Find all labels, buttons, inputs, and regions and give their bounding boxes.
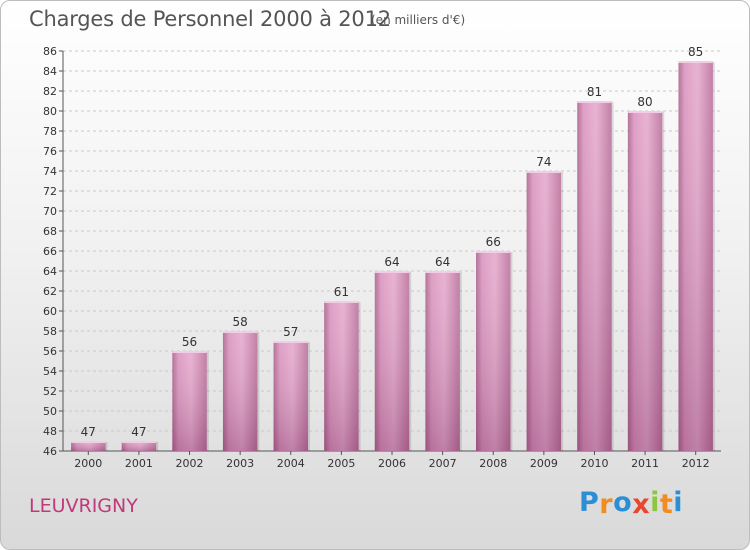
value-label-2006: 64 — [384, 255, 399, 269]
x-tick-label: 2004 — [277, 457, 305, 470]
bar-top-highlight — [678, 61, 713, 63]
y-tick-label: 58 — [43, 325, 57, 338]
value-label-2002: 56 — [182, 335, 197, 349]
bar-shade — [222, 331, 258, 451]
location-name: LEUVRIGNY — [29, 495, 138, 517]
bar-top-highlight — [71, 441, 106, 443]
bar-top-highlight — [577, 101, 612, 103]
x-tick-label: 2008 — [479, 457, 507, 470]
bar-top-highlight — [425, 271, 460, 273]
y-tick-label: 54 — [43, 365, 57, 378]
value-label-2010: 81 — [587, 85, 602, 99]
proxiti-logo: Proxiti — [579, 487, 684, 520]
bar-shade — [577, 101, 612, 451]
y-tick-label: 82 — [43, 85, 57, 98]
x-tick-label: 2009 — [530, 457, 558, 470]
x-tick-label: 2012 — [682, 457, 710, 470]
chart-subtitle: (en milliers d'€) — [371, 13, 466, 27]
value-label-2005: 61 — [334, 285, 349, 299]
bar-shade — [425, 271, 460, 451]
logo-letter: P — [579, 487, 600, 518]
value-label-2007: 64 — [435, 255, 450, 269]
x-tick-label: 2007 — [429, 457, 457, 470]
value-label-2011: 80 — [637, 95, 652, 109]
y-tick-label: 84 — [43, 65, 57, 78]
value-label-2003: 58 — [233, 315, 248, 329]
y-tick-label: 70 — [43, 205, 57, 218]
bar-top-highlight — [172, 351, 207, 353]
y-tick-label: 74 — [43, 165, 57, 178]
y-tick-label: 76 — [43, 145, 57, 158]
bar-top-highlight — [324, 301, 359, 303]
bar-shade — [627, 111, 663, 451]
bar-shade — [273, 341, 308, 451]
logo-letter: i — [650, 487, 660, 518]
bar-shade — [476, 251, 511, 451]
y-tick-label: 60 — [43, 305, 57, 318]
bar-shade — [71, 441, 106, 451]
logo-letter: t — [659, 489, 674, 520]
bar-shade — [121, 441, 157, 451]
x-tick-label: 2003 — [226, 457, 254, 470]
y-tick-label: 62 — [43, 285, 57, 298]
x-tick-label: 2006 — [378, 457, 406, 470]
y-tick-label: 80 — [43, 105, 57, 118]
y-tick-label: 46 — [43, 445, 57, 458]
bar-shade — [526, 171, 562, 451]
x-tick-label: 2011 — [631, 457, 659, 470]
value-label-2004: 57 — [283, 325, 298, 339]
bar-top-highlight — [273, 341, 308, 343]
x-tick-label: 2002 — [176, 457, 204, 470]
bar-top-highlight — [476, 251, 511, 253]
x-tick-label: 2000 — [74, 457, 102, 470]
value-label-2000: 47 — [81, 425, 96, 439]
y-tick-label: 52 — [43, 385, 57, 398]
bar-shade — [324, 301, 359, 451]
value-labels: 47 47 56 58 57 61 64 64 66 74 81 80 85 — [81, 45, 704, 439]
value-label-2012: 85 — [688, 45, 703, 59]
value-label-2009: 74 — [536, 155, 551, 169]
bar-shade — [172, 351, 207, 451]
value-label-2001: 47 — [131, 425, 146, 439]
bar-shade — [374, 271, 410, 451]
y-tick-label: 72 — [43, 185, 57, 198]
y-tick-label: 50 — [43, 405, 57, 418]
chart-title: Charges de Personnel 2000 à 2012 — [29, 7, 391, 31]
bar-top-highlight — [374, 271, 410, 273]
bar-top-highlight — [526, 171, 562, 173]
value-label-2008: 66 — [486, 235, 501, 249]
logo-letter: x — [632, 489, 651, 520]
x-tick-label: 2010 — [580, 457, 608, 470]
x-tick-label: 2001 — [125, 457, 153, 470]
y-tick-label: 68 — [43, 225, 57, 238]
bars — [71, 61, 715, 451]
y-tick-label: 56 — [43, 345, 57, 358]
bar-top-highlight — [222, 331, 258, 333]
x-tick-label: 2005 — [327, 457, 355, 470]
y-tick-label: 48 — [43, 425, 57, 438]
y-tick-label: 64 — [43, 265, 57, 278]
bar-top-highlight — [627, 111, 663, 113]
logo-letter: r — [599, 489, 614, 520]
y-tick-label: 66 — [43, 245, 57, 258]
y-tick-label: 78 — [43, 125, 57, 138]
y-tick-label: 86 — [43, 45, 57, 58]
logo-letter: o — [613, 487, 633, 518]
logo-letter: i — [673, 487, 684, 518]
bar-top-highlight — [121, 441, 157, 443]
axes: 46 48 50 52 54 56 58 60 62 64 66 68 70 72 74 76 78 80 82 84… — [43, 45, 721, 470]
bar-shade — [678, 61, 713, 451]
